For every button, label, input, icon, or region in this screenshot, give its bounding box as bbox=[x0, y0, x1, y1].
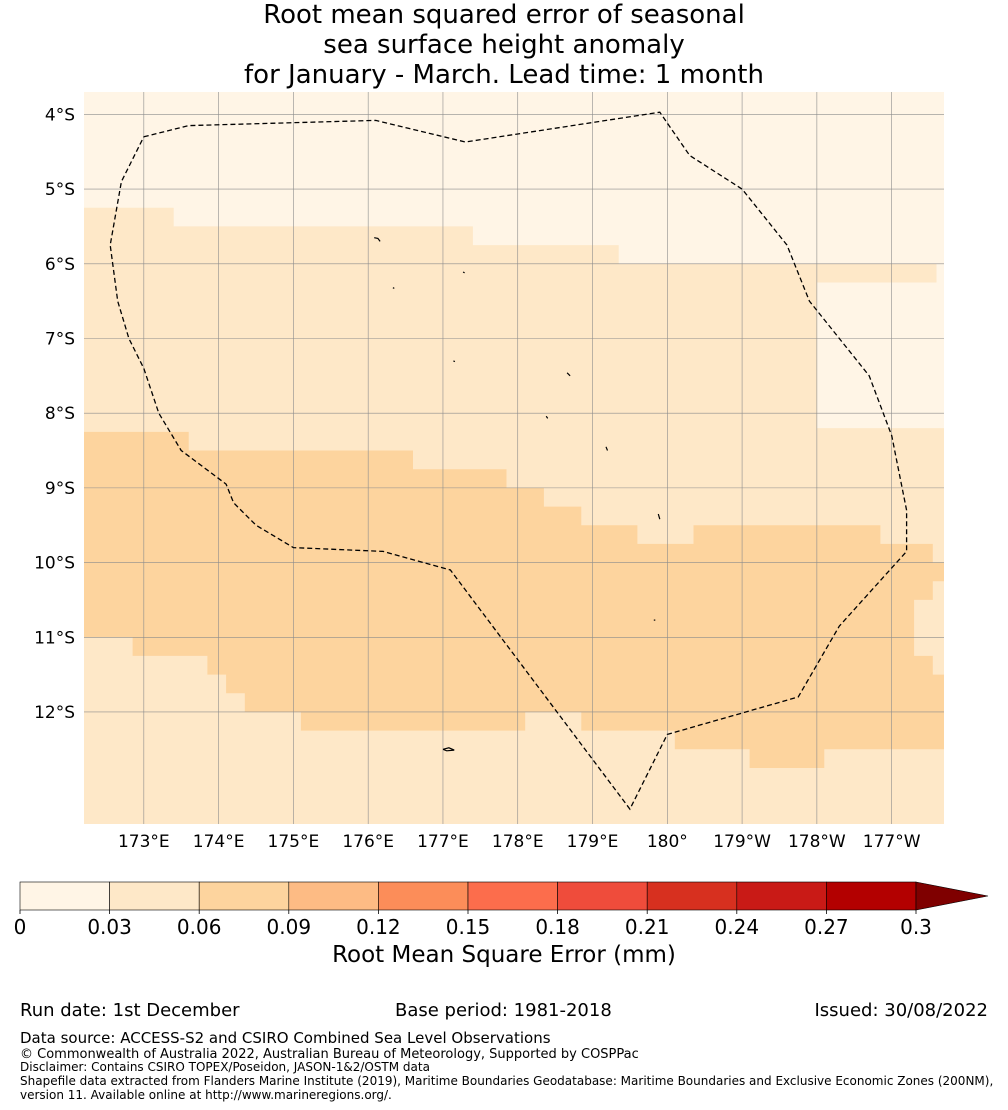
colorbar-tick-label: 0 bbox=[14, 915, 27, 939]
data-source: Data source: ACCESS-S2 and CSIRO Combine… bbox=[20, 1029, 551, 1047]
lon-tick-label: 177°W bbox=[863, 832, 921, 852]
lon-tick-label: 179°W bbox=[713, 832, 771, 852]
colorbar-tick-label: 0.12 bbox=[356, 915, 401, 939]
run-date: Run date: 1st December bbox=[20, 1000, 240, 1021]
colorbar-segment bbox=[557, 881, 648, 911]
colorbar-segment bbox=[736, 881, 827, 911]
island-outline bbox=[605, 446, 609, 451]
map-title: Root mean squared error of seasonal sea … bbox=[0, 0, 1008, 90]
lat-tick-label: 10°S bbox=[34, 554, 75, 574]
island-outline bbox=[453, 360, 456, 363]
lat-tick-label: 11°S bbox=[34, 628, 75, 648]
lon-tick-label: 179°E bbox=[567, 832, 619, 852]
shapefile-credit-1: Shapefile data extracted from Flanders M… bbox=[20, 1074, 994, 1088]
copyright: © Commonwealth of Australia 2022, Austra… bbox=[20, 1047, 639, 1062]
colorbar: 0 0.03 0.06 0.09 0.12 0.15 0.18 0.21 0.24 0.27 0.3 bbox=[14, 881, 989, 939]
colorbar-tick-label: 0.06 bbox=[177, 915, 222, 939]
lon-tick-label: 178°W bbox=[788, 832, 846, 852]
colorbar-tick-label: 0.15 bbox=[446, 915, 491, 939]
colorbar-segment bbox=[288, 881, 379, 911]
title-line-1: Root mean squared error of seasonal bbox=[263, 0, 745, 30]
colorbar-tick-label: 0.3 bbox=[900, 915, 932, 939]
colorbar-tick-label: 0.24 bbox=[715, 915, 760, 939]
colorbar-extend-arrow bbox=[915, 881, 989, 911]
lon-tick-label: 180° bbox=[647, 832, 688, 852]
disclaimer: Disclaimer: Contains CSIRO TOPEX/Poseido… bbox=[20, 1060, 430, 1074]
island-outline bbox=[657, 513, 661, 520]
lat-tick-label: 12°S bbox=[34, 703, 75, 723]
lon-tick-label: 176°E bbox=[342, 832, 394, 852]
island-outline bbox=[374, 237, 381, 242]
colorbar-tick-label: 0.21 bbox=[625, 915, 670, 939]
island-outline bbox=[442, 747, 455, 752]
lat-tick-label: 8°S bbox=[45, 404, 75, 424]
title-line-3: for January - March. Lead time: 1 month bbox=[244, 60, 764, 90]
colorbar-segment bbox=[646, 881, 738, 911]
lon-tick-label: 178°E bbox=[492, 832, 544, 852]
island-outline bbox=[462, 271, 465, 274]
base-period: Base period: 1981-2018 bbox=[395, 1000, 612, 1021]
colorbar-segment bbox=[19, 881, 110, 911]
coastlines bbox=[374, 237, 661, 752]
rmse-map: 4°S 5°S 6°S 7°S 8°S 9°S 10°S 11°S 12°S 173°E 174°E… bbox=[14, 92, 989, 939]
graticule bbox=[84, 92, 944, 824]
lon-tick-label: 173°E bbox=[118, 832, 170, 852]
lon-tick-label: 177°E bbox=[417, 832, 469, 852]
title-line-2: sea surface height anomaly bbox=[323, 30, 685, 60]
colorbar-segment bbox=[198, 881, 290, 911]
issued-date: Issued: 30/08/2022 bbox=[814, 1000, 988, 1021]
colorbar-segment bbox=[467, 881, 558, 911]
rmse-region-band-2 bbox=[84, 431, 944, 768]
lat-tick-label: 7°S bbox=[45, 329, 75, 349]
colorbar-segment bbox=[826, 881, 917, 911]
island-outline bbox=[566, 372, 571, 377]
lat-tick-label: 9°S bbox=[45, 479, 75, 499]
colorbar-segment bbox=[378, 881, 469, 911]
axis-labels: 4°S 5°S 6°S 7°S 8°S 9°S 10°S 11°S 12°S 173°E 174°E… bbox=[34, 105, 921, 852]
colorbar-segment bbox=[109, 881, 200, 911]
eez-boundary bbox=[109, 111, 908, 811]
colorbar-tick-label: 0.03 bbox=[87, 915, 132, 939]
lon-tick-label: 175°E bbox=[268, 832, 320, 852]
lat-tick-label: 4°S bbox=[45, 105, 75, 125]
island-outline bbox=[545, 415, 549, 419]
lon-tick-label: 174°E bbox=[193, 832, 245, 852]
shapefile-credit-2: version 11. Available online at http://w… bbox=[20, 1088, 392, 1102]
lat-tick-label: 5°S bbox=[45, 180, 75, 200]
island-outline bbox=[392, 287, 395, 289]
colorbar-tick-label: 0.18 bbox=[535, 915, 580, 939]
lat-tick-label: 6°S bbox=[45, 255, 75, 275]
colorbar-tick-label: 0.09 bbox=[267, 915, 312, 939]
rmse-shading bbox=[84, 207, 944, 825]
colorbar-tick-label: 0.27 bbox=[804, 915, 849, 939]
colorbar-label: Root Mean Square Error (mm) bbox=[332, 942, 676, 968]
